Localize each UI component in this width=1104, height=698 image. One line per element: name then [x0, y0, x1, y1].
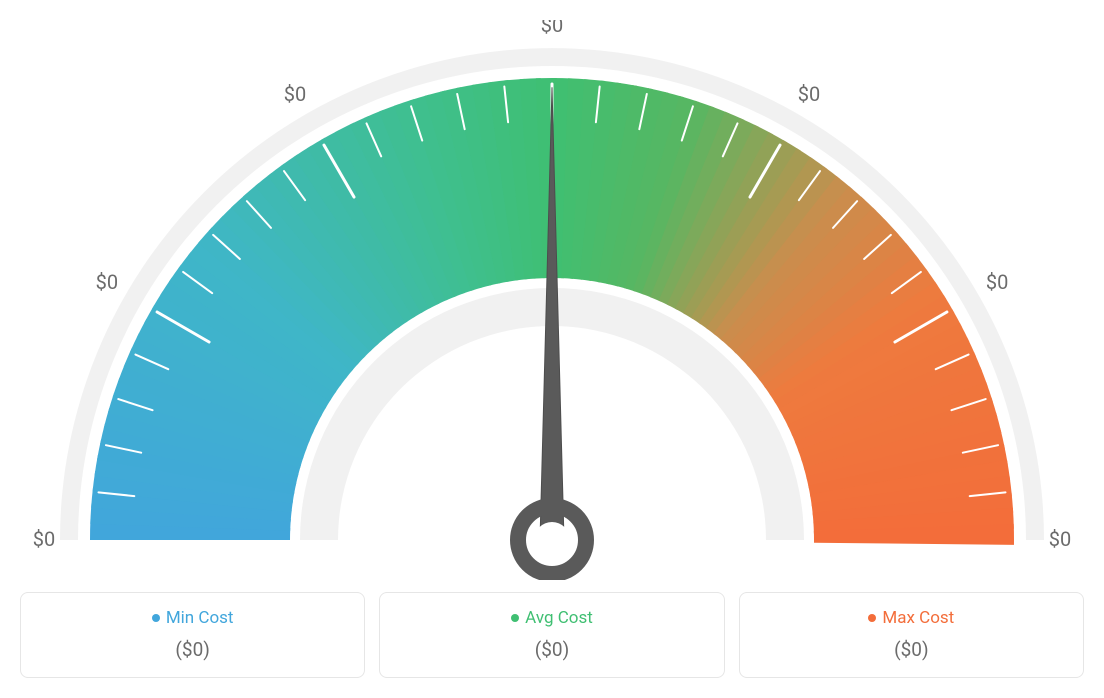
- legend-label-max: Max Cost: [882, 608, 954, 628]
- needle-hub-inner: [534, 522, 570, 558]
- tick-label-2: $0: [284, 82, 306, 106]
- tick-label-5: $0: [986, 270, 1008, 294]
- legend-card-min: Min Cost ($0): [20, 592, 365, 678]
- legend-title-max: Max Cost: [868, 608, 954, 628]
- legend-card-max: Max Cost ($0): [739, 592, 1084, 678]
- legend-dot-max: [868, 614, 876, 622]
- gauge-svg: $0 $0 $0 $0 $0 $0 $0: [20, 20, 1084, 580]
- tick-label-4: $0: [798, 82, 820, 106]
- legend-card-avg: Avg Cost ($0): [379, 592, 724, 678]
- legend-label-avg: Avg Cost: [525, 608, 593, 628]
- tick-label-6: $0: [1049, 527, 1071, 551]
- gauge-area: $0 $0 $0 $0 $0 $0 $0: [20, 20, 1084, 580]
- legend-dot-min: [152, 614, 160, 622]
- tick-label-0: $0: [33, 527, 55, 551]
- legend-dot-avg: [511, 614, 519, 622]
- legend-title-min: Min Cost: [152, 608, 234, 628]
- legend-value-max: ($0): [750, 638, 1073, 661]
- legend-value-avg: ($0): [390, 638, 713, 661]
- tick-label-3: $0: [541, 20, 563, 37]
- legend-value-min: ($0): [31, 638, 354, 661]
- legend-title-avg: Avg Cost: [511, 608, 593, 628]
- cost-gauge-chart: $0 $0 $0 $0 $0 $0 $0 Min Cost ($0) Avg Cost ($…: [20, 20, 1084, 678]
- legend-row: Min Cost ($0) Avg Cost ($0) Max Cost ($0…: [20, 592, 1084, 678]
- tick-label-1: $0: [96, 270, 118, 294]
- legend-label-min: Min Cost: [166, 608, 234, 628]
